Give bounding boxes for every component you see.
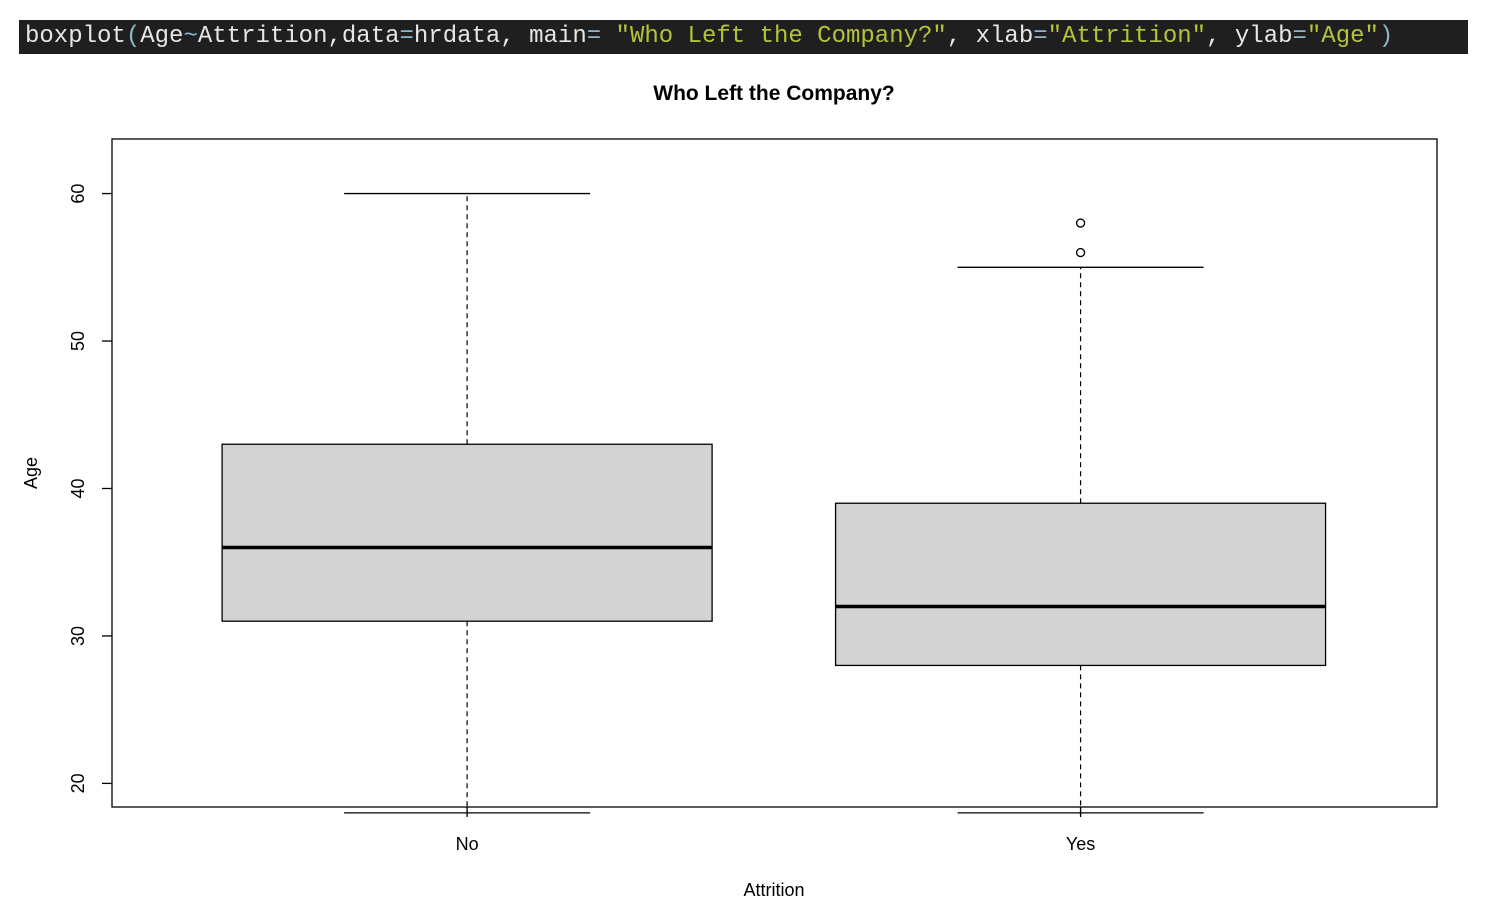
iqr-box	[221, 443, 713, 622]
box-no	[221, 192, 713, 814]
code-token: Age	[140, 23, 184, 50]
y-axis-label: Age	[21, 457, 41, 489]
outlier-point	[1075, 247, 1086, 258]
code-token: Attrition,data	[197, 23, 400, 50]
code-token: "Attrition"	[1047, 23, 1207, 50]
code-line: boxplot(Age~Attrition,data=hrdata, main=…	[19, 20, 1468, 54]
outlier-point	[1075, 218, 1086, 228]
y-tick-label: 30	[68, 626, 88, 646]
plot-frame	[111, 138, 1438, 808]
code-token: =	[1292, 23, 1307, 50]
x-axis-label: Attrition	[743, 880, 804, 900]
x-tick-label: Yes	[1066, 834, 1095, 854]
code-token: hrdata, main	[413, 23, 587, 50]
y-tick-label: 20	[68, 773, 88, 793]
code-token: "Who Left the Company?"	[615, 23, 947, 50]
y-tick-label: 60	[68, 184, 88, 204]
code-token: )	[1378, 23, 1394, 50]
code-token: "Age"	[1306, 23, 1379, 50]
code-token: =	[586, 23, 616, 50]
code-token: =	[399, 23, 414, 50]
x-tick-label: No	[456, 834, 479, 854]
code-token: (	[125, 23, 141, 50]
y-axis: 20 30 40 50 60	[68, 184, 112, 793]
code-token: ~	[183, 23, 198, 50]
code-token: boxplot	[25, 23, 126, 50]
chart-title: Who Left the Company?	[653, 82, 894, 105]
box-group	[221, 192, 1327, 814]
code-token: =	[1033, 23, 1048, 50]
y-tick-label: 50	[68, 331, 88, 351]
code-token: , ylab	[1206, 23, 1293, 50]
iqr-box	[834, 502, 1327, 667]
y-tick-label: 40	[68, 478, 88, 498]
x-axis: No Yes	[456, 807, 1095, 854]
box-yes	[834, 218, 1327, 814]
code-token: , xlab	[946, 23, 1034, 50]
